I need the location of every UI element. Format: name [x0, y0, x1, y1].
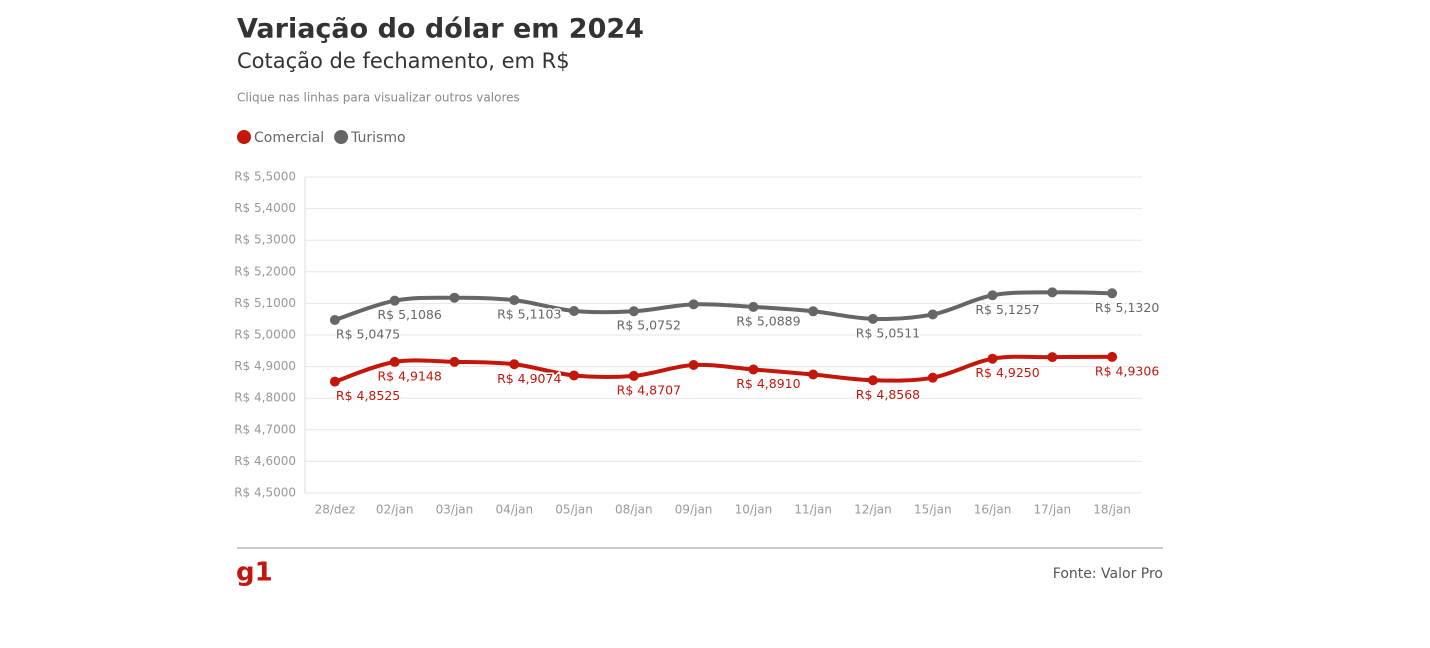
legend-swatch: [237, 130, 251, 144]
data-label: R$ 4,9250: [975, 365, 1039, 380]
legend-label: Comercial: [254, 130, 324, 146]
x-tick-label: 18/jan: [1093, 503, 1131, 517]
data-point: [867, 313, 878, 324]
y-tick-label: R$ 4,7000: [234, 422, 296, 436]
data-point: [628, 306, 639, 317]
data-point: [329, 314, 340, 325]
data-point: [569, 370, 580, 381]
x-tick-label: 16/jan: [974, 503, 1012, 517]
data-point: [1107, 288, 1118, 299]
data-label: R$ 4,9306: [1095, 363, 1159, 378]
data-point: [688, 299, 699, 310]
source: Fonte: Valor Pro: [1053, 566, 1163, 582]
x-tick-label: 03/jan: [436, 503, 474, 517]
x-tick-label: 05/jan: [555, 503, 593, 517]
data-label: R$ 5,0752: [617, 318, 681, 333]
data-point: [808, 306, 819, 317]
data-point: [389, 356, 400, 367]
y-tick-label: R$ 5,4000: [234, 201, 296, 215]
data-point: [867, 375, 878, 386]
y-tick-label: R$ 5,5000: [234, 170, 296, 184]
data-label: R$ 5,0511: [856, 325, 920, 340]
data-point: [449, 356, 460, 367]
y-tick-label: R$ 4,8000: [234, 391, 296, 405]
logo: g1: [236, 558, 273, 588]
legend-swatch: [334, 130, 349, 144]
data-point: [927, 372, 938, 383]
x-tick-label: 12/jan: [854, 503, 892, 517]
y-tick-label: R$ 5,3000: [234, 233, 296, 247]
data-point: [688, 360, 699, 371]
data-label: R$ 4,9148: [377, 368, 441, 383]
chart-note: Clique nas linhas para visualizar outros…: [237, 91, 520, 105]
data-label: R$ 4,8525: [336, 388, 400, 403]
data-point: [329, 376, 340, 387]
data-point: [987, 290, 998, 301]
data-point: [1047, 352, 1058, 363]
data-point: [748, 364, 759, 375]
y-tick-label: R$ 4,6000: [234, 454, 296, 468]
data-point: [509, 359, 520, 370]
series-line: [334, 290, 1113, 322]
data-point: [449, 292, 460, 303]
data-label: R$ 5,1103: [497, 307, 561, 322]
y-tick-label: R$ 5,2000: [234, 264, 296, 278]
x-tick-label: 04/jan: [495, 503, 533, 517]
data-point: [987, 353, 998, 364]
x-tick-label: 17/jan: [1034, 503, 1072, 517]
chart-subtitle: Cotação de fechamento, em R$: [237, 49, 570, 73]
y-tick-label: R$ 5,1000: [234, 296, 296, 310]
data-point: [1047, 287, 1058, 298]
data-point: [569, 305, 580, 316]
data-point: [748, 301, 759, 312]
y-tick-label: R$ 4,9000: [234, 359, 296, 373]
data-point: [1107, 351, 1118, 362]
data-label: R$ 4,8910: [736, 376, 800, 391]
data-label: R$ 5,1320: [1095, 300, 1159, 315]
y-tick-label: R$ 5,0000: [234, 328, 296, 342]
data-label: R$ 4,8568: [856, 387, 920, 402]
data-label: R$ 5,1086: [377, 307, 441, 322]
data-point: [389, 295, 400, 306]
data-label: R$ 4,9074: [497, 371, 561, 386]
data-point: [927, 309, 938, 320]
series-line: [334, 354, 1113, 384]
data-label: R$ 5,0475: [336, 326, 400, 341]
data-label: R$ 5,0889: [736, 313, 800, 328]
x-tick-label: 15/jan: [914, 503, 952, 517]
data-point: [628, 370, 639, 381]
x-tick-label: 09/jan: [675, 503, 713, 517]
x-tick-label: 11/jan: [794, 503, 832, 517]
x-tick-label: 10/jan: [735, 503, 773, 517]
data-label: R$ 5,1257: [975, 302, 1039, 317]
legend-label: Turismo: [350, 130, 405, 146]
x-tick-label: 02/jan: [376, 503, 414, 517]
x-tick-label: 08/jan: [615, 503, 653, 517]
data-point: [808, 369, 819, 380]
data-point: [509, 295, 520, 306]
chart-title: Variação do dólar em 2024: [237, 14, 644, 45]
y-tick-label: R$ 4,5000: [234, 486, 296, 500]
data-label: R$ 4,8707: [617, 382, 681, 397]
x-tick-label: 28/dez: [315, 503, 356, 517]
